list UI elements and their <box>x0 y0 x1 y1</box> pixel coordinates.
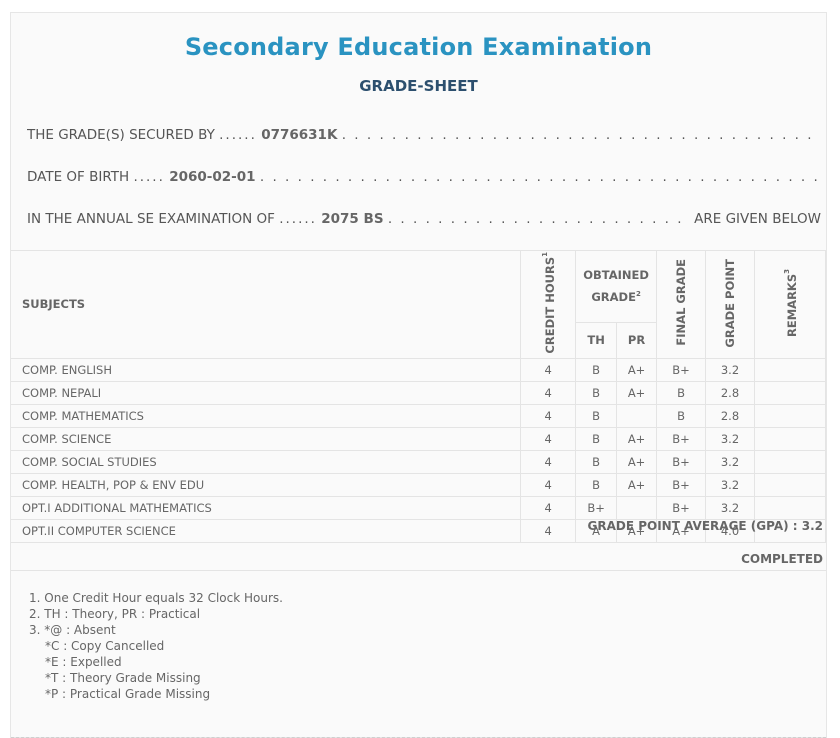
footnote-item: 3. *@ : Absent <box>29 623 116 637</box>
exam-value: 2075 BS <box>321 211 384 227</box>
grade-point-header: GRADE POINT <box>705 250 755 359</box>
credit-cell: 4 <box>520 403 577 428</box>
grade-point-cell: 3.2 <box>705 472 755 497</box>
th-cell: A <box>575 518 618 543</box>
table-row: COMP. HEALTH, POP & ENV EDU 4 B A+ B+ 3.… <box>11 472 826 497</box>
credit-cell: 4 <box>520 426 577 451</box>
credit-hours-header: CREDIT HOURS1 <box>520 250 577 359</box>
final-grade-cell: B <box>656 403 707 428</box>
grade-point-cell: 2.8 <box>705 380 755 405</box>
subject-cell: OPT.I ADDITIONAL MATHEMATICS <box>11 495 522 520</box>
th-cell: B <box>575 403 618 428</box>
credit-cell: 4 <box>520 357 577 382</box>
table-row: COMP. SCIENCE 4 B A+ B+ 3.2 <box>11 426 826 451</box>
th-cell: B <box>575 380 618 405</box>
grade-point-cell: 3.2 <box>705 357 755 382</box>
grades-table: SUBJECTS CREDIT HOURS1 OBTAINED GRADE2 F… <box>11 250 826 543</box>
grade-point-cell: 3.2 <box>705 449 755 474</box>
pr-cell: A+ <box>616 449 658 474</box>
remarks-cell <box>754 357 826 382</box>
secured-by-value: 0776631K <box>261 127 338 143</box>
table-row: OPT.I ADDITIONAL MATHEMATICS 4 B+ B+ 3.2 <box>11 495 826 520</box>
grade-point-cell: 3.2 <box>705 495 755 520</box>
secured-by-line: THE GRADE(S) SECURED BY ...... 0776631K … <box>27 127 821 143</box>
final-grade-header: FINAL GRADE <box>656 250 707 359</box>
remarks-header: REMARKS3 <box>754 250 826 359</box>
footnote-item: 2. TH : Theory, PR : Practical <box>29 607 201 621</box>
pr-cell: A+ <box>616 518 658 543</box>
credit-cell: 4 <box>520 495 577 520</box>
pr-header: PR <box>616 321 658 359</box>
final-grade-cell: B+ <box>656 449 707 474</box>
subjects-header: SUBJECTS <box>11 250 522 359</box>
remarks-cell <box>754 426 826 451</box>
subject-cell: OPT.II COMPUTER SCIENCE <box>11 518 522 543</box>
final-grade-cell: B <box>656 380 707 405</box>
table-row: COMP. NEPALI 4 B A+ B 2.8 <box>11 380 826 405</box>
secured-by-label: THE GRADE(S) SECURED BY <box>27 127 215 143</box>
pr-cell <box>616 403 658 428</box>
footnote-item: *E : Expelled <box>45 655 122 669</box>
remarks-cell <box>754 449 826 474</box>
credit-cell: 4 <box>520 449 577 474</box>
obtained-grade-header: OBTAINED GRADE2 <box>575 250 658 323</box>
table-row: COMP. SOCIAL STUDIES 4 B A+ B+ 3.2 <box>11 449 826 474</box>
page-title: Secondary Education Examination <box>184 33 653 61</box>
exam-label: IN THE ANNUAL SE EXAMINATION OF <box>27 211 275 227</box>
subject-cell: COMP. SOCIAL STUDIES <box>11 449 522 474</box>
exam-tail: ARE GIVEN BELOW <box>690 211 821 227</box>
pr-cell: A+ <box>616 472 658 497</box>
gpa-summary: GRADE POINT AVERAGE (GPA) : 3.2 <box>587 519 824 533</box>
final-grade-cell: B+ <box>656 472 707 497</box>
footnotes: 1. One Credit Hour equals 32 Clock Hours… <box>29 590 283 702</box>
subject-cell: COMP. ENGLISH <box>11 357 522 382</box>
th-cell: B <box>575 472 618 497</box>
table-row: COMP. ENGLISH 4 B A+ B+ 3.2 <box>11 357 826 382</box>
remarks-cell <box>754 518 826 543</box>
dob-line: DATE OF BIRTH ..... 2060-02-01 . . . . .… <box>27 169 821 185</box>
result-status: COMPLETED <box>741 552 823 566</box>
th-header: TH <box>575 321 618 359</box>
grade-point-cell: 3.2 <box>705 426 755 451</box>
grade-point-cell: 4.0 <box>705 518 755 543</box>
final-grade-cell: A+ <box>656 518 707 543</box>
subject-cell: COMP. SCIENCE <box>11 426 522 451</box>
th-cell: B <box>575 426 618 451</box>
th-cell: B <box>575 449 618 474</box>
credit-cell: 4 <box>520 472 577 497</box>
exam-line: IN THE ANNUAL SE EXAMINATION OF ...... 2… <box>27 211 821 227</box>
subject-cell: COMP. MATHEMATICS <box>11 403 522 428</box>
footnote-item: *P : Practical Grade Missing <box>45 687 211 701</box>
grade-sheet: Secondary Education Examination GRADE-SH… <box>10 12 827 738</box>
subject-cell: COMP. NEPALI <box>11 380 522 405</box>
pr-cell: A+ <box>616 380 658 405</box>
footnote-item: 1. One Credit Hour equals 32 Clock Hours… <box>29 591 283 605</box>
table-row: COMP. MATHEMATICS 4 B B 2.8 <box>11 403 826 428</box>
final-grade-cell: B+ <box>656 357 707 382</box>
pr-cell: A+ <box>616 357 658 382</box>
grade-point-cell: 2.8 <box>705 403 755 428</box>
table-row: OPT.II COMPUTER SCIENCE 4 A A+ A+ 4.0 <box>11 518 826 543</box>
final-grade-cell: B+ <box>656 495 707 520</box>
final-grade-cell: B+ <box>656 426 707 451</box>
page-subtitle: GRADE-SHEET <box>359 77 478 95</box>
credit-cell: 4 <box>520 380 577 405</box>
footnote-item: *T : Theory Grade Missing <box>45 671 201 685</box>
remarks-cell <box>754 403 826 428</box>
pr-cell: A+ <box>616 426 658 451</box>
remarks-cell <box>754 380 826 405</box>
dob-value: 2060-02-01 <box>169 169 256 185</box>
subject-cell: COMP. HEALTH, POP & ENV EDU <box>11 472 522 497</box>
remarks-cell <box>754 495 826 520</box>
divider <box>11 570 826 571</box>
th-cell: B+ <box>575 495 618 520</box>
remarks-cell <box>754 472 826 497</box>
pr-cell <box>616 495 658 520</box>
dob-label: DATE OF BIRTH <box>27 169 130 185</box>
credit-cell: 4 <box>520 518 577 543</box>
th-cell: B <box>575 357 618 382</box>
footnote-item: *C : Copy Cancelled <box>45 639 165 653</box>
